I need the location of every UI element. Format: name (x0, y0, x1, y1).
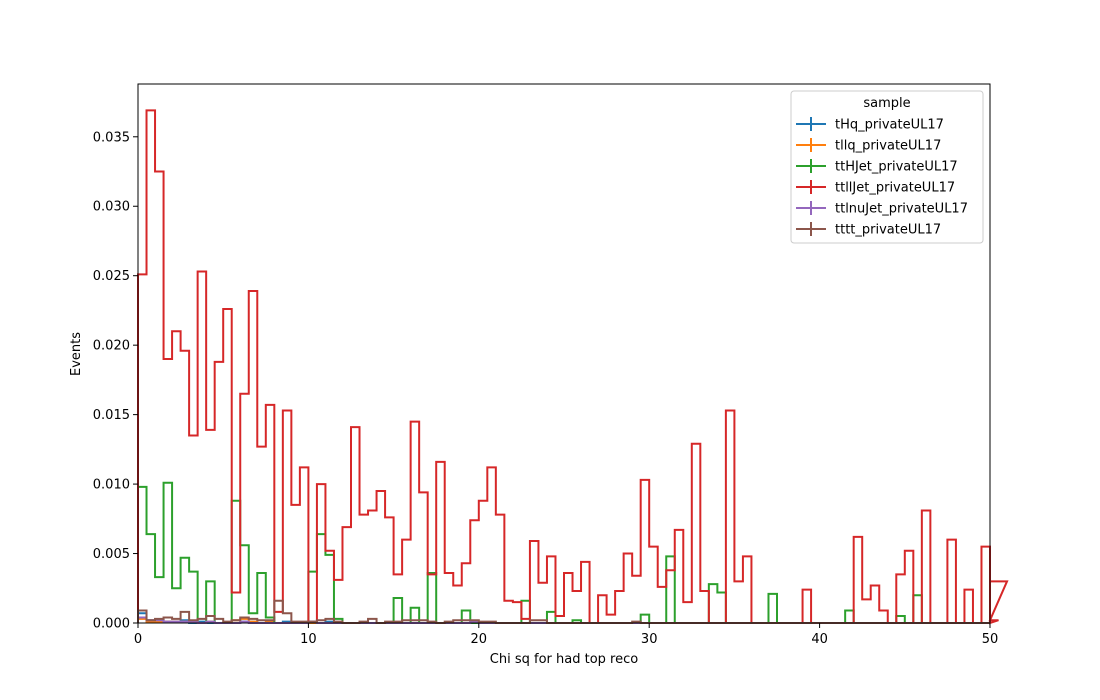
y-tick-label: 0.005 (93, 547, 130, 562)
legend-entry: tHq_privateUL17 (796, 117, 944, 133)
legend-entry: tllq_privateUL17 (796, 138, 941, 154)
legend-label: tttt_privateUL17 (835, 223, 941, 238)
x-tick-label: 30 (641, 632, 658, 647)
legend-entry: tttt_privateUL17 (796, 222, 941, 238)
y-tick-label: 0.025 (93, 269, 130, 284)
legend-label: ttHJet_privateUL17 (835, 160, 958, 175)
legend-label: tHq_privateUL17 (835, 118, 944, 133)
y-tick-label: 0.020 (93, 339, 130, 354)
y-tick-label: 0.035 (93, 130, 130, 145)
x-tick-label: 40 (811, 632, 828, 647)
series-step-ttllJet_privateUL17 (137, 109, 1009, 625)
legend: sample tHq_privateUL17 tllq_privateUL17tt… (790, 90, 984, 244)
legend-label: ttllJet_privateUL17 (835, 181, 955, 196)
legend-label: tllq_privateUL17 (835, 139, 941, 154)
legend-title: sample (863, 96, 910, 111)
y-axis: 0.000 0.005 0.010 0.015 0.020 0.025 0.030 0.035 (93, 130, 138, 632)
legend-box (790, 90, 984, 244)
plot-frame (137, 83, 991, 624)
y-axis-label: Events (69, 332, 84, 376)
x-tick-label: 0 (134, 632, 142, 647)
y-tick-label: 0.030 (93, 200, 130, 215)
x-tick-label: 20 (471, 632, 488, 647)
x-axis: 0 10 20 30 40 50 (134, 623, 998, 647)
legend-label: ttlnuJet_privateUL17 (835, 202, 968, 217)
legend-entry: ttlnuJet_privateUL17 (796, 201, 968, 217)
x-axis-label: Chi sq for had top reco (490, 652, 638, 667)
y-tick-label: 0.000 (93, 617, 130, 632)
legend-entry: ttllJet_privateUL17 (796, 180, 955, 196)
legend-entry: ttHJet_privateUL17 (796, 159, 958, 175)
y-tick-label: 0.010 (93, 478, 130, 493)
x-tick-label: 10 (300, 632, 317, 647)
y-tick-label: 0.015 (93, 408, 130, 423)
x-tick-label: 50 (982, 632, 999, 647)
